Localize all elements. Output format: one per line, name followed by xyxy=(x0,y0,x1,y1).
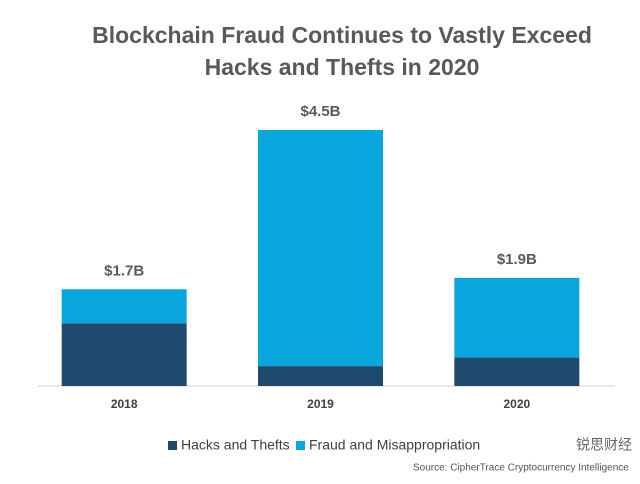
legend-label: Hacks and Thefts xyxy=(181,437,290,453)
total-label: $4.5B xyxy=(300,103,340,120)
x-tick-label: 2020 xyxy=(503,397,530,411)
bar-segment xyxy=(454,357,580,386)
bar-segment xyxy=(61,289,187,324)
bar-segment xyxy=(258,130,383,367)
bar-segment xyxy=(454,277,580,358)
legend-swatch xyxy=(296,441,305,450)
bar-segment xyxy=(258,366,383,386)
legend-label: Fraud and Misappropriation xyxy=(309,437,480,453)
total-label: $1.9B xyxy=(497,251,537,268)
x-tick-label: 2019 xyxy=(307,397,334,411)
chart-title: Blockchain Fraud Continues to Vastly Exc… xyxy=(92,22,592,48)
chart-title: Hacks and Thefts in 2020 xyxy=(205,54,480,80)
x-tick-label: 2018 xyxy=(111,397,138,411)
watermark: 锐思财经 xyxy=(576,437,632,453)
bar-segment xyxy=(61,323,187,386)
total-label: $1.7B xyxy=(104,262,144,279)
source: Source: CipherTrace Cryptocurrency Intel… xyxy=(413,463,629,474)
legend-swatch xyxy=(168,441,177,450)
